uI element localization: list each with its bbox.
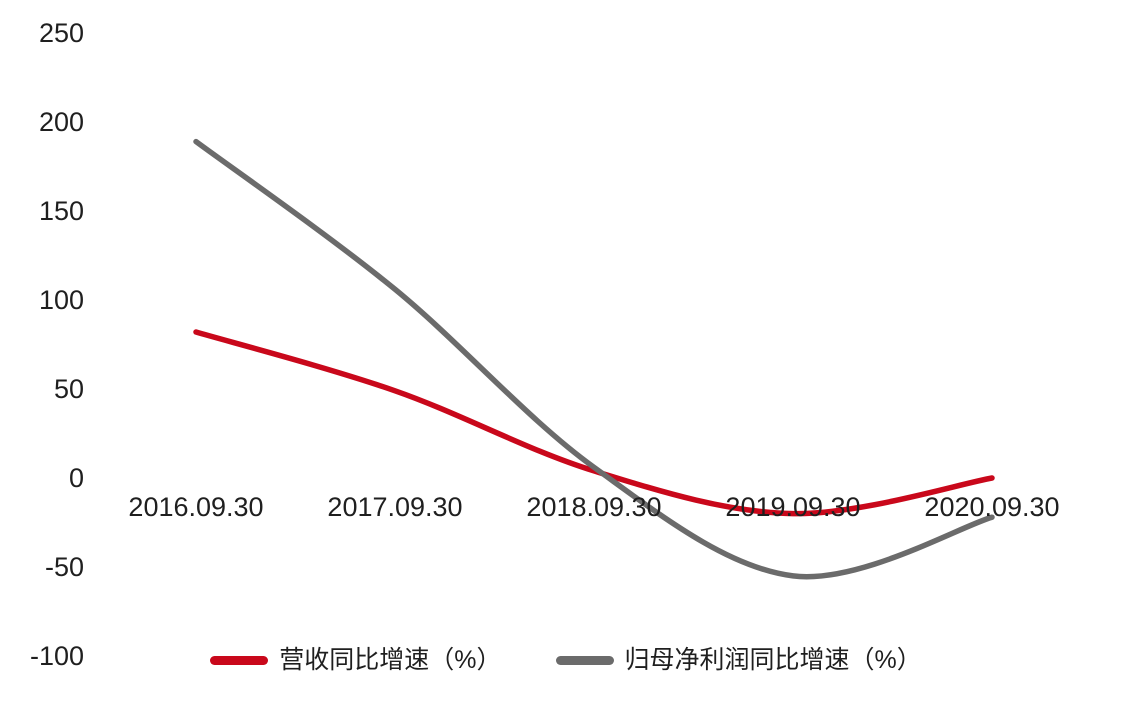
y-axis-tick: 250 [38, 18, 84, 48]
x-axis-tick: 2016.09.30 [128, 492, 264, 522]
x-axis-tick: 2018.09.30 [526, 492, 662, 522]
legend: 营收同比增速（%） 归母净利润同比增速（%） [0, 642, 1132, 678]
y-axis-tick: 150 [38, 196, 84, 226]
legend-line-swatch-gray [555, 655, 614, 665]
legend-label: 营收同比增速（%） [279, 646, 502, 674]
legend-line-swatch-red [210, 655, 269, 665]
y-axis-tick: 200 [38, 107, 84, 137]
x-axis-tick: 2019.09.30 [725, 492, 861, 522]
legend-item-revenue-growth[interactable]: 营收同比增速（%） [210, 645, 502, 675]
y-axis-tick: 50 [53, 374, 84, 404]
legend-label: 归母净利润同比增速（%） [624, 646, 922, 674]
x-axis-tick: 2020.09.30 [924, 492, 1060, 522]
y-axis-tick: 100 [38, 285, 84, 315]
series-line-1 [193, 138, 995, 580]
legend-item-net-profit-growth[interactable]: 归母净利润同比增速（%） [555, 645, 922, 675]
series-line-0 [193, 329, 995, 517]
y-axis-tick: 0 [68, 463, 84, 493]
y-axis-tick: -50 [44, 552, 84, 582]
y-axis-tick: -100 [29, 641, 84, 671]
x-axis-tick: 2017.09.30 [327, 492, 463, 522]
